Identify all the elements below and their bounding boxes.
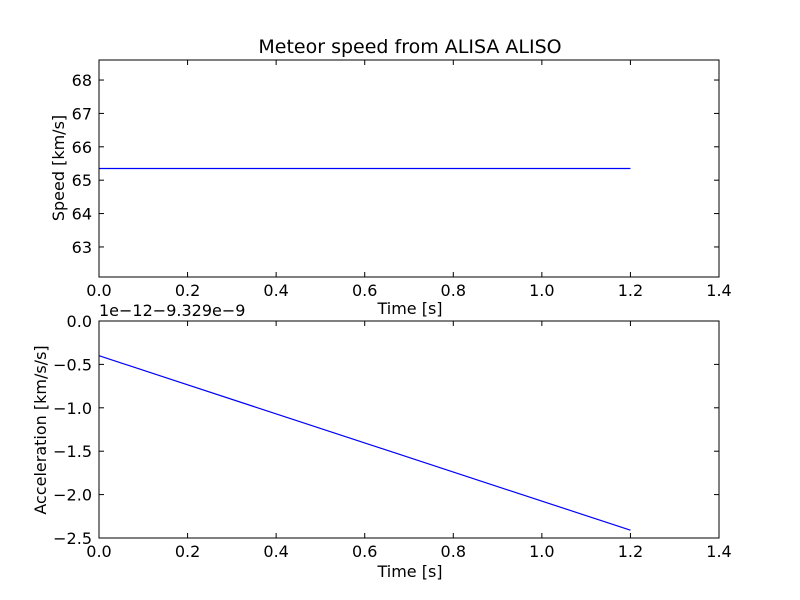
acceleration-x-tick-label: 1.4: [706, 542, 731, 561]
acceleration-ticks: 0.0 0.2 0.4 0.6 0.8 1.0 1.2 1.4 0.0 −0.5 −1.0 −1.5 −…: [53, 312, 732, 561]
speed-y-tick-label: 68: [72, 71, 92, 90]
speed-x-axis-label: Time [s]: [376, 299, 442, 318]
speed-x-tick-label: 0.8: [441, 281, 466, 300]
acceleration-lines: [98, 355, 631, 531]
speed-y-tick-label: 63: [72, 238, 92, 257]
acceleration-x-tick-label: 0.6: [352, 542, 377, 561]
acceleration-x-tick-label: 1.0: [529, 542, 554, 561]
acceleration-x-tick-label: 0.4: [263, 542, 288, 561]
acceleration-offset-label: 1e−12−9.329e−9: [99, 301, 245, 320]
acceleration-y-tick-label: −1.5: [53, 442, 92, 461]
acceleration-x-tick-label: 0.2: [175, 542, 200, 561]
acceleration-y-tick-label: −1.0: [53, 399, 92, 418]
acceleration-x-tick-label: 0.8: [441, 542, 466, 561]
acceleration-plot-frame: [98, 320, 720, 539]
speed-plot: Meteor speed from ALISA ALISO Speed [km/…: [49, 36, 732, 318]
speed-y-tick-label: 67: [72, 104, 92, 123]
acceleration-y-tick-label: −0.5: [53, 355, 92, 374]
speed-x-tick-label: 0.4: [263, 281, 288, 300]
speed-y-tick-label: 65: [72, 171, 92, 190]
speed-y-axis-label: Speed [km/s]: [49, 115, 68, 221]
speed-ticks: 0.0 0.2 0.4 0.6 0.8 1.0 1.2 1.4 63 64 65 66 67 68: [72, 60, 732, 300]
speed-x-tick-label: 0.0: [86, 281, 111, 300]
speed-x-tick-label: 0.2: [175, 281, 200, 300]
acceleration-x-tick-label: 0.0: [86, 542, 111, 561]
speed-x-tick-label: 1.2: [618, 281, 643, 300]
speed-chart-title: Meteor speed from ALISA ALISO: [258, 36, 561, 58]
acceleration-y-tick-label: −2.5: [53, 529, 92, 548]
acceleration-x-axis-label: Time [s]: [376, 562, 442, 581]
speed-x-tick-label: 0.6: [352, 281, 377, 300]
speed-y-tick-label: 64: [72, 205, 92, 224]
speed-plot-frame: [98, 59, 720, 278]
acceleration-y-axis-label: Acceleration [km/s/s]: [31, 345, 50, 514]
acceleration-y-tick-label: 0.0: [67, 312, 92, 331]
speed-x-tick-label: 1.0: [529, 281, 554, 300]
acceleration-x-tick-label: 1.2: [618, 542, 643, 561]
acceleration-series-line: [98, 355, 631, 531]
acceleration-plot: 1e−12−9.329e−9 Acceleration [km/s/s] Tim…: [31, 301, 732, 581]
speed-y-tick-label: 66: [72, 138, 92, 157]
speed-x-tick-label: 1.4: [706, 281, 731, 300]
acceleration-y-tick-label: −2.0: [53, 486, 92, 505]
